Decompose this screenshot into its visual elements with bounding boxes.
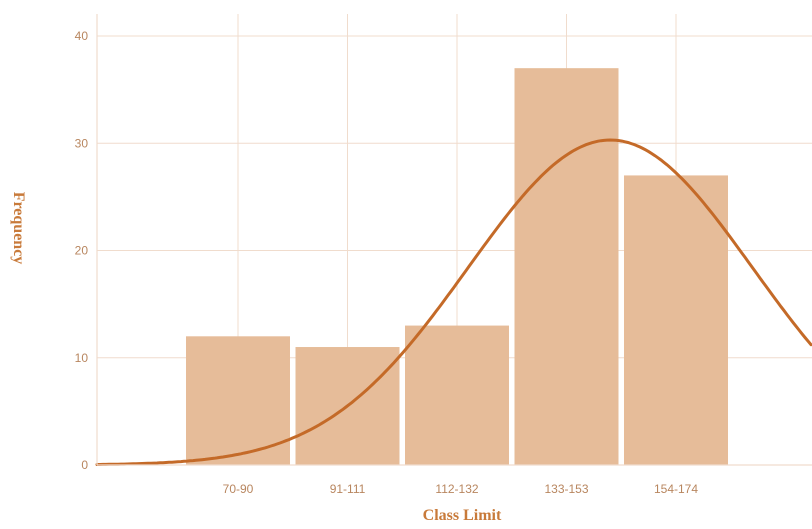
y-axis-title: Frequency <box>10 192 27 265</box>
x-tick-label: 154-174 <box>654 482 698 496</box>
x-tick-label: 91-111 <box>330 482 366 496</box>
y-tick-label: 30 <box>75 136 89 150</box>
normal-curve <box>95 138 812 466</box>
bar-70-90 <box>186 336 290 465</box>
axes <box>96 14 812 466</box>
x-tick-label: 112-132 <box>435 482 478 496</box>
y-tick-label: 10 <box>75 351 89 365</box>
tick-labels: 0 10 20 30 40 70-90 91-111 112-132 133-153 154-17… <box>75 29 699 496</box>
x-tick-label: 70-90 <box>223 482 254 496</box>
x-axis-title: Class Limit <box>423 507 502 524</box>
bar-154-174 <box>624 175 728 466</box>
bar-112-132 <box>405 325 509 465</box>
y-tick-label: 40 <box>75 29 89 43</box>
normal-curve-line <box>95 138 812 466</box>
bar-133-153 <box>514 68 619 466</box>
y-tick-label: 20 <box>75 244 89 258</box>
x-tick-label: 133-153 <box>544 482 588 496</box>
y-tick-label: 0 <box>81 458 88 472</box>
